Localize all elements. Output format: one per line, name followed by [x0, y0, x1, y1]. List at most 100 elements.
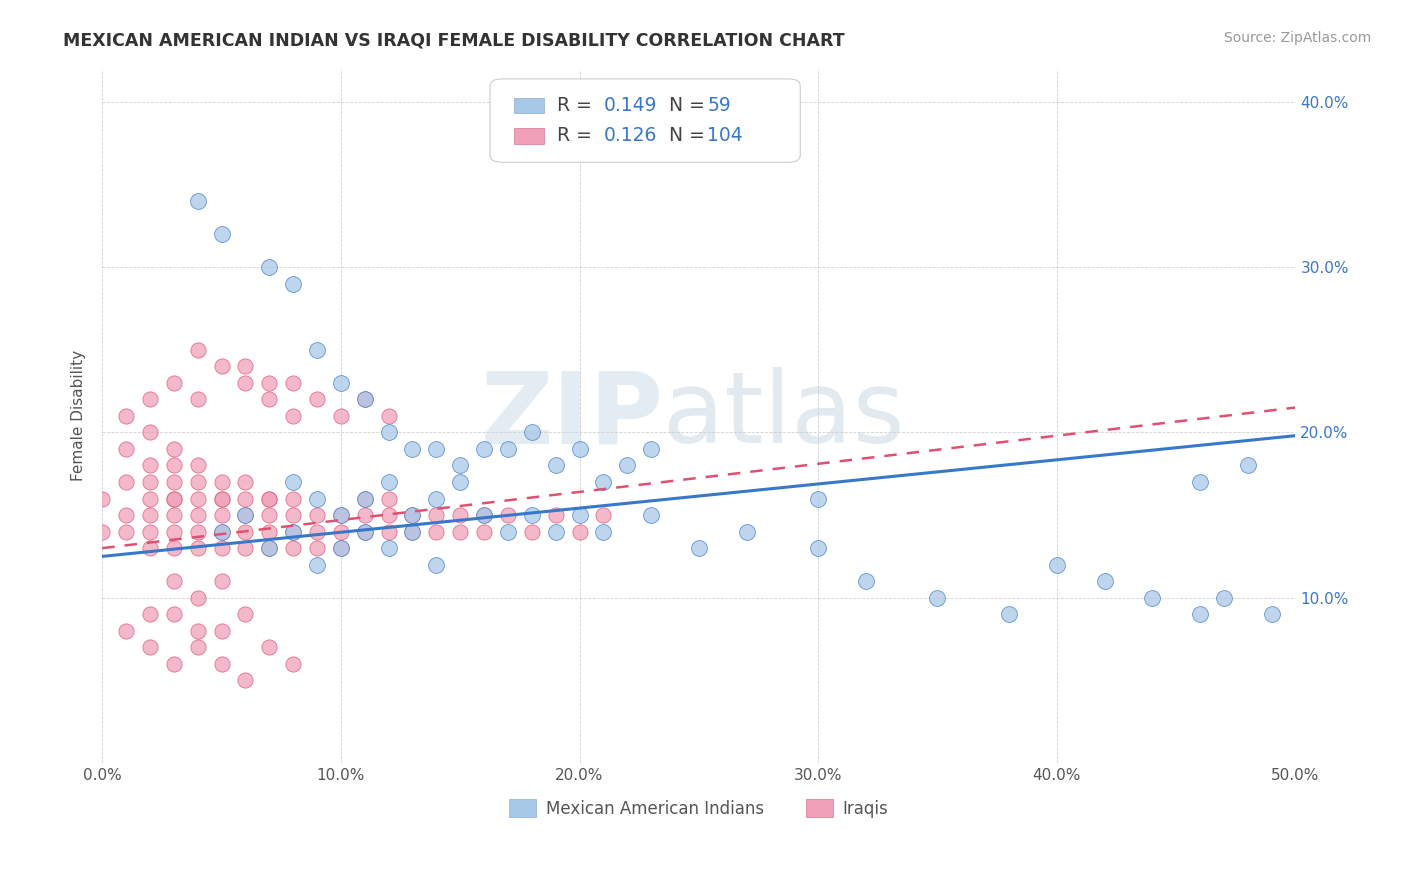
- Point: [568, 508, 591, 522]
- Point: [401, 508, 423, 522]
- Point: [235, 673, 257, 688]
- Point: [425, 508, 447, 522]
- Point: [187, 392, 209, 407]
- Point: [259, 524, 281, 539]
- Point: [259, 491, 281, 506]
- Point: [855, 574, 877, 589]
- Point: [163, 475, 186, 489]
- Point: [187, 541, 209, 555]
- Point: [807, 541, 830, 555]
- Point: [91, 524, 114, 539]
- Point: [187, 194, 209, 208]
- Point: [305, 558, 328, 572]
- Point: [163, 607, 186, 622]
- Point: [235, 376, 257, 390]
- Point: [496, 508, 519, 522]
- Text: atlas: atlas: [664, 368, 904, 465]
- Point: [187, 624, 209, 638]
- Point: [281, 277, 304, 291]
- Point: [449, 524, 471, 539]
- Point: [401, 508, 423, 522]
- Point: [211, 491, 233, 506]
- Text: R =: R =: [557, 127, 598, 145]
- Point: [259, 508, 281, 522]
- Point: [377, 475, 399, 489]
- Text: Source: ZipAtlas.com: Source: ZipAtlas.com: [1223, 31, 1371, 45]
- Text: 59: 59: [707, 95, 731, 115]
- Point: [163, 376, 186, 390]
- Point: [1188, 607, 1211, 622]
- Point: [329, 541, 352, 555]
- Point: [163, 491, 186, 506]
- Point: [211, 508, 233, 522]
- Point: [305, 541, 328, 555]
- Point: [211, 524, 233, 539]
- Point: [211, 227, 233, 241]
- Point: [115, 409, 138, 423]
- Point: [281, 524, 304, 539]
- Point: [353, 491, 375, 506]
- Point: [688, 541, 710, 555]
- Text: ZIP: ZIP: [481, 368, 664, 465]
- Point: [568, 442, 591, 456]
- Point: [807, 491, 830, 506]
- Point: [211, 541, 233, 555]
- Point: [329, 524, 352, 539]
- Point: [592, 524, 614, 539]
- Point: [259, 541, 281, 555]
- Point: [425, 558, 447, 572]
- Point: [211, 657, 233, 671]
- Point: [401, 524, 423, 539]
- Point: [139, 524, 162, 539]
- Point: [329, 409, 352, 423]
- Point: [998, 607, 1021, 622]
- Text: N =: N =: [669, 95, 704, 115]
- Point: [520, 508, 543, 522]
- Point: [187, 475, 209, 489]
- Point: [187, 343, 209, 357]
- Point: [187, 524, 209, 539]
- Point: [139, 508, 162, 522]
- Point: [449, 475, 471, 489]
- Point: [1142, 591, 1164, 605]
- Point: [163, 574, 186, 589]
- Point: [520, 425, 543, 440]
- Point: [401, 524, 423, 539]
- Point: [115, 508, 138, 522]
- Point: [259, 260, 281, 274]
- Point: [115, 524, 138, 539]
- Point: [735, 524, 758, 539]
- Point: [235, 524, 257, 539]
- Point: [353, 392, 375, 407]
- Point: [305, 392, 328, 407]
- Point: [163, 541, 186, 555]
- Point: [139, 475, 162, 489]
- Point: [281, 541, 304, 555]
- Y-axis label: Female Disability: Female Disability: [72, 351, 86, 482]
- Point: [449, 458, 471, 473]
- Text: R =: R =: [557, 95, 598, 115]
- Point: [425, 491, 447, 506]
- Point: [259, 491, 281, 506]
- FancyBboxPatch shape: [513, 128, 544, 144]
- Point: [592, 475, 614, 489]
- Point: [163, 524, 186, 539]
- Point: [163, 491, 186, 506]
- Point: [544, 524, 567, 539]
- Point: [377, 508, 399, 522]
- Point: [211, 524, 233, 539]
- Point: [1260, 607, 1282, 622]
- Point: [305, 491, 328, 506]
- Point: [425, 442, 447, 456]
- Point: [377, 524, 399, 539]
- Point: [211, 574, 233, 589]
- Point: [259, 376, 281, 390]
- Point: [187, 640, 209, 655]
- Point: [139, 392, 162, 407]
- Point: [449, 508, 471, 522]
- Point: [616, 458, 638, 473]
- FancyBboxPatch shape: [491, 78, 800, 162]
- Point: [139, 541, 162, 555]
- Point: [472, 508, 495, 522]
- Point: [211, 359, 233, 374]
